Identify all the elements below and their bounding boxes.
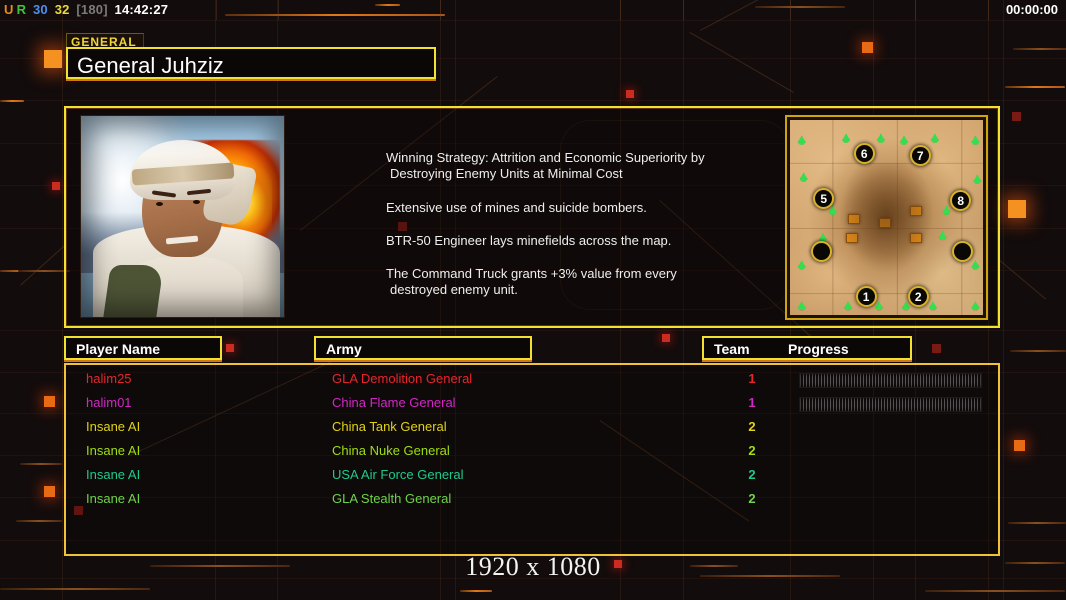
stat-u: U — [4, 2, 14, 17]
map-supply-icon — [971, 135, 980, 145]
map-supply-icon — [876, 133, 885, 143]
desc-line-1: Winning Strategy: Attrition and Economic… — [386, 150, 726, 183]
map-supply-icon — [930, 133, 939, 143]
desc-line-4a: The Command Truck grants +3% value from … — [386, 266, 677, 281]
table-row[interactable]: halim25 GLA Demolition General 1 — [66, 369, 998, 393]
column-header-team-progress: Team Progress — [702, 336, 912, 360]
progress-bar — [799, 397, 982, 412]
header-army-label: Army — [326, 341, 362, 357]
stat-yellow: 32 — [54, 2, 70, 17]
map-supply-icon — [842, 133, 851, 143]
map-supply-icon — [971, 301, 980, 311]
map-start-position-marker[interactable]: 5 — [813, 188, 835, 210]
table-row[interactable]: halim01 China Flame General 1 — [66, 393, 998, 417]
map-supply-icon — [900, 135, 908, 145]
team-cell: 2 — [748, 419, 756, 434]
map-supply-icon — [928, 301, 937, 311]
resolution-label: 1920 x 1080 — [465, 552, 601, 581]
map-supply-icon — [938, 231, 947, 241]
map-supply-icon — [874, 301, 883, 311]
column-header-army: Army — [314, 336, 532, 360]
map-structure-icon — [909, 233, 922, 244]
army-cell: China Tank General — [332, 419, 447, 434]
desc-line-1b: Destroying Enemy Units at Minimal Cost — [390, 166, 623, 182]
column-header-player-name: Player Name — [64, 336, 222, 360]
map-structure-icon — [878, 217, 891, 228]
team-cell: 1 — [748, 395, 756, 410]
map-structure-icon — [909, 205, 922, 216]
army-cell: China Nuke General — [332, 443, 450, 458]
map-preview[interactable]: 5 6 7 8 1 2 — [785, 115, 988, 320]
header-team-label: Team — [714, 341, 750, 357]
map-supply-icon — [973, 174, 982, 184]
general-portrait-image — [80, 115, 285, 318]
map-supply-icon — [828, 205, 837, 215]
map-preview-canvas: 5 6 7 8 1 2 — [790, 120, 983, 315]
army-cell: China Flame General — [332, 395, 456, 410]
player-name-cell: Insane AI — [86, 467, 141, 482]
table-row[interactable]: Insane AI China Tank General 2 — [66, 417, 998, 441]
map-supply-icon — [797, 301, 806, 311]
map-supply-icon — [799, 172, 808, 182]
general-name-box[interactable]: General Juhziz — [66, 47, 436, 79]
stat-r: R — [16, 2, 27, 17]
stat-clock: 14:42:27 — [114, 2, 169, 17]
strategy-description: Winning Strategy: Attrition and Economic… — [386, 150, 726, 316]
map-supply-icon — [797, 260, 806, 270]
table-row[interactable]: Insane AI GLA Stealth General 2 — [66, 489, 998, 513]
army-cell: GLA Stealth General — [332, 491, 452, 506]
team-cell: 2 — [748, 491, 756, 506]
general-info-panel: Winning Strategy: Attrition and Economic… — [64, 106, 1000, 328]
map-start-position-marker[interactable]: 8 — [950, 190, 972, 212]
desc-line-3: BTR-50 Engineer lays minefields across t… — [386, 232, 672, 248]
table-row[interactable]: Insane AI USA Air Force General 2 — [66, 465, 998, 489]
progress-bar — [799, 373, 982, 388]
team-cell: 2 — [748, 443, 756, 458]
map-structure-icon — [845, 233, 858, 244]
map-supply-icon — [971, 260, 980, 270]
map-structure-icon — [847, 213, 860, 224]
stat-blue: 30 — [33, 2, 48, 17]
table-row[interactable]: Insane AI China Nuke General 2 — [66, 441, 998, 465]
map-start-position-marker[interactable]: 1 — [855, 285, 877, 307]
desc-line-4: The Command Truck grants +3% value from … — [386, 266, 726, 299]
army-cell: USA Air Force General — [332, 467, 464, 482]
map-supply-icon — [901, 301, 910, 311]
match-timer: 00:00:00 — [1005, 2, 1058, 17]
map-start-position-marker[interactable] — [811, 240, 833, 262]
team-cell: 1 — [748, 371, 756, 386]
team-cell: 2 — [748, 467, 756, 482]
map-supply-icon — [844, 301, 853, 311]
army-cell: GLA Demolition General — [332, 371, 473, 386]
header-progress-label: Progress — [788, 341, 849, 357]
map-start-position-marker[interactable]: 7 — [909, 145, 931, 167]
player-name-cell: Insane AI — [86, 419, 141, 434]
desc-line-2: Extensive use of mines and suicide bombe… — [386, 199, 647, 215]
player-name-cell: halim01 — [86, 395, 132, 410]
player-roster: halim25 GLA Demolition General 1 halim01 Chi… — [64, 363, 1000, 556]
general-name: General Juhziz — [77, 53, 224, 78]
general-section-label: GENERAL — [66, 33, 144, 50]
map-start-position-marker[interactable]: 2 — [907, 285, 929, 307]
player-name-cell: Insane AI — [86, 443, 141, 458]
map-start-position-marker[interactable] — [952, 240, 974, 262]
desc-line-4b: destroyed enemy unit. — [390, 282, 518, 298]
stat-bracket: [180] — [76, 2, 108, 17]
desc-line-1a: Winning Strategy: Attrition and Economic… — [386, 150, 705, 165]
map-supply-icon — [942, 205, 951, 215]
header-player-name-label: Player Name — [76, 341, 161, 357]
player-name-cell: Insane AI — [86, 491, 141, 506]
map-supply-icon — [818, 233, 827, 243]
map-supply-icon — [797, 135, 806, 145]
map-start-position-marker[interactable]: 6 — [853, 143, 875, 165]
player-name-cell: halim25 — [86, 371, 132, 386]
